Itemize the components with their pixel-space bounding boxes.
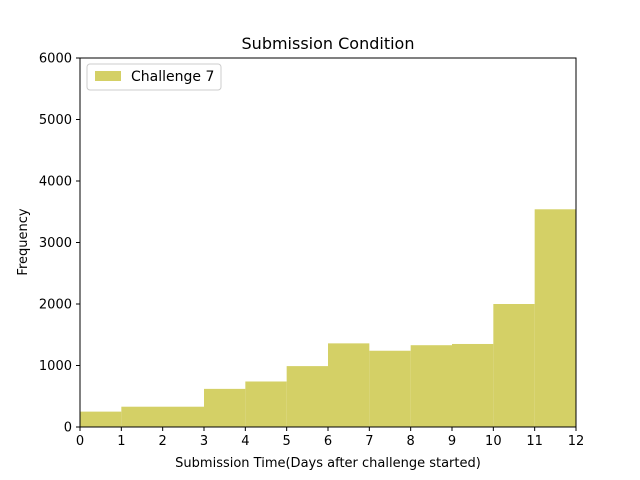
y-tick-label-1: 1000 [39, 359, 72, 374]
x-tick-label-2: 2 [159, 434, 167, 449]
histogram-bar-5 [328, 343, 370, 427]
y-axis-label: Frequency [16, 208, 31, 275]
y-tick-label-0: 0 [64, 421, 72, 436]
x-tick-label-5: 5 [283, 434, 291, 449]
x-axis-label: Submission Time(Days after challenge sta… [175, 456, 481, 471]
histogram-bar-9 [493, 304, 535, 427]
histogram-bar-0 [80, 411, 122, 427]
chart-title: Submission Condition [242, 34, 415, 53]
x-tick-label-0: 0 [76, 434, 84, 449]
histogram-bar-4 [286, 366, 328, 427]
histogram-bar-2 [204, 388, 246, 427]
y-tick-label-3: 3000 [39, 236, 72, 251]
histogram-bar-1 [121, 406, 204, 427]
x-tick-label-9: 9 [448, 434, 456, 449]
x-tick-label-1: 1 [117, 434, 125, 449]
histogram-bar-6 [369, 350, 411, 427]
x-tick-label-3: 3 [200, 434, 208, 449]
y-tick-label-2: 2000 [39, 298, 72, 313]
legend: Challenge 7 [86, 63, 222, 91]
legend-swatch [95, 71, 121, 81]
x-tick-label-10: 10 [485, 434, 502, 449]
histogram-bar-10 [534, 209, 576, 427]
x-axis-ticks: 0 1 2 3 4 5 6 7 8 9 10 11 12 [76, 427, 584, 449]
histogram-bar-7 [410, 345, 452, 427]
y-tick-label-5: 5000 [39, 113, 72, 128]
x-tick-label-7: 7 [365, 434, 373, 449]
y-tick-label-6: 6000 [39, 52, 72, 67]
x-tick-label-8: 8 [407, 434, 415, 449]
histogram-bar-3 [245, 381, 287, 427]
y-tick-label-4: 4000 [39, 175, 72, 190]
legend-box [86, 63, 222, 91]
x-tick-label-11: 11 [526, 434, 543, 449]
histogram-bars [80, 209, 576, 427]
legend-entry-challenge-7: Challenge 7 [131, 69, 214, 85]
x-tick-label-4: 4 [241, 434, 249, 449]
histogram-bar-8 [452, 343, 494, 427]
x-tick-label-6: 6 [324, 434, 332, 449]
x-tick-label-12: 12 [568, 434, 585, 449]
y-axis-ticks: 0 1000 2000 3000 4000 5000 6000 [39, 52, 80, 436]
